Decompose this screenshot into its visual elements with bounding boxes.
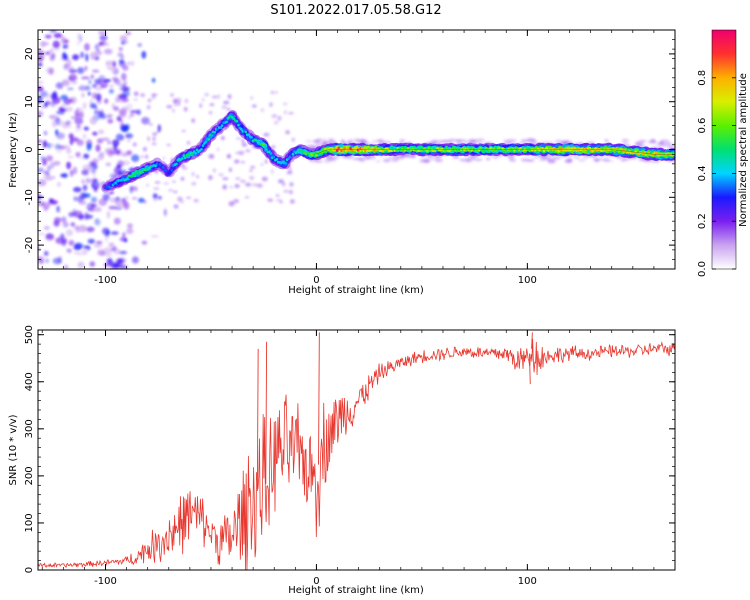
snr-spike: [529, 353, 531, 385]
spectrogram-x-tick-label: -100: [94, 275, 117, 286]
spectrogram-x-tick-label: 0: [313, 275, 319, 286]
colorbar-tick-label: 0.6: [697, 118, 708, 134]
colorbar-tick-label: 0.4: [697, 165, 708, 181]
snr-spike: [531, 332, 533, 349]
spectral-ridge: [100, 110, 675, 194]
snr-frame: [37, 329, 676, 571]
colorbar-label: Normalized spectral amplitude: [738, 73, 749, 227]
snr-x-axis-label: Height of straight line (km): [288, 585, 424, 596]
colorbar: 0.0 0.2 0.4 0.6 0.8 Normalized spectral ampl…: [697, 29, 749, 277]
colorbar-scale: [711, 29, 737, 270]
snr-y-tick-label: 0: [24, 567, 35, 573]
ridge-center-line: [316, 149, 675, 155]
spectrogram-y-tick-label: -20: [24, 237, 35, 253]
spectrogram-y-tick-label: 0: [24, 146, 35, 152]
colorbar-tick-label: 0.8: [697, 70, 708, 86]
snr-line: [38, 338, 675, 570]
colorbar-tick-label: 0.2: [697, 213, 708, 229]
figure-title: S101.2022.017.05.58.G12: [270, 3, 441, 18]
snr-y-axis-label: SNR (10 * v/v): [8, 414, 19, 485]
snr-axes: -100 0 100 0 100 200 300 400 500: [24, 325, 676, 587]
spectrogram-y-tick-label: 10: [24, 95, 35, 108]
snr-y-tick-label: 400: [24, 372, 35, 391]
snr-y-tick-label: 100: [24, 513, 35, 532]
snr-spike: [265, 341, 268, 484]
colorbar-ticks: 0.0 0.2 0.4 0.6 0.8: [697, 70, 736, 277]
snr-y-tick-label: 500: [24, 325, 35, 344]
snr-x-tick-label: -100: [94, 576, 117, 587]
snr-x-tick-label: 100: [518, 576, 537, 587]
spectrogram-y-tick-label: -10: [24, 189, 35, 205]
spectrogram-x-axis-label: Height of straight line (km): [288, 285, 424, 296]
snr-x-tick-label: 0: [313, 576, 319, 587]
snr-spike: [318, 332, 320, 465]
spectrogram-y-axis-label: Frequency (Hz): [8, 112, 19, 188]
snr-y-tick-label: 200: [24, 466, 35, 485]
snr-spike: [256, 348, 259, 491]
spectrogram-area: [38, 30, 675, 269]
snr-plot-area: [38, 332, 675, 570]
spectrogram-x-tick-label: 100: [518, 275, 537, 286]
spectrogram-y-tick-label: 20: [24, 48, 35, 61]
snr-y-tick-label: 300: [24, 419, 35, 438]
snr-panel: -100 0 100 0 100 200 300 400 500 Height of strai…: [8, 325, 676, 596]
colorbar-tick-label: 0.0: [697, 261, 708, 277]
